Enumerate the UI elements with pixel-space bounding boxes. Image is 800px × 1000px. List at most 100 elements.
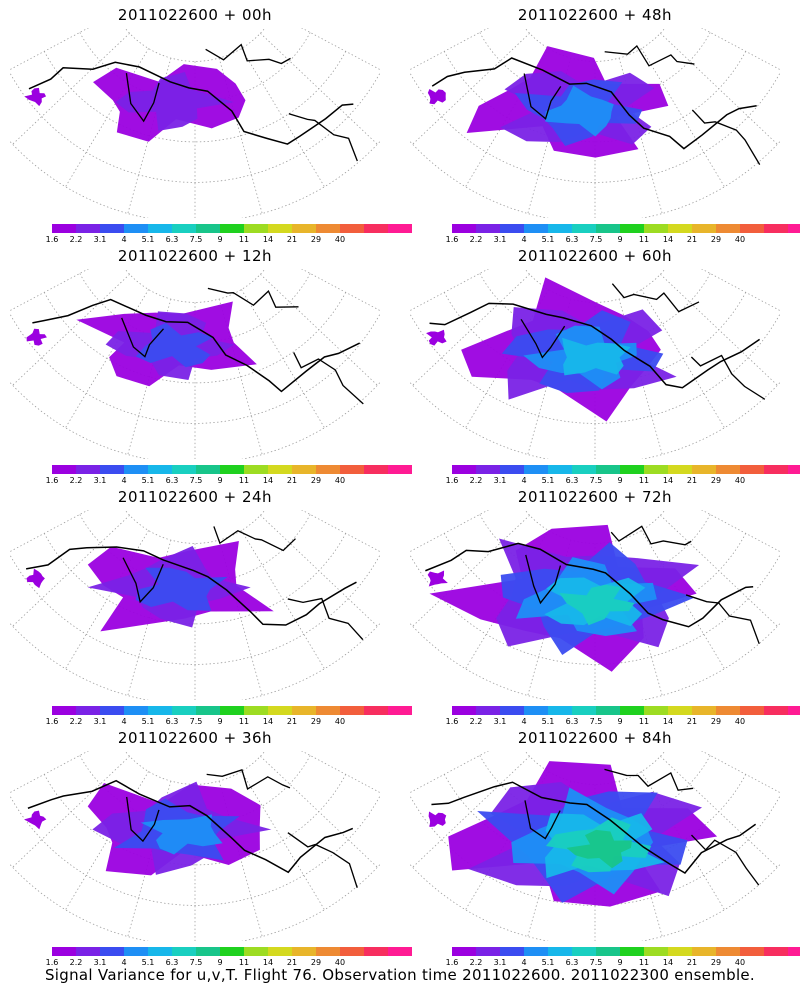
- colorbar-ticks: 1.6 2.2 3.1 4 5.1 6.3 7.5 9 11 14 21 29 40: [46, 476, 364, 486]
- coastline: [28, 61, 354, 145]
- variance-contour-fill: [24, 810, 47, 830]
- colorbar-tick-label: 29: [310, 235, 322, 244]
- meridian-line: [10, 269, 89, 312]
- meridian-line: [301, 269, 380, 312]
- colorbar-tick-label: 11: [238, 476, 250, 485]
- colorbar-tick-label: 7.5: [189, 958, 203, 967]
- latitude-line: [443, 292, 747, 384]
- coastline: [523, 73, 562, 120]
- colorbar-tick-label: 3.1: [493, 717, 507, 726]
- latitude-line: [410, 554, 780, 665]
- colorbar-swatch: [548, 947, 572, 956]
- coastline: [287, 597, 364, 641]
- variance-contour-fill: [545, 85, 614, 137]
- colorbar-swatch: [388, 465, 412, 474]
- colorbar-tick-label: 29: [310, 476, 322, 485]
- colorbar-tick-label: 1.6: [45, 717, 59, 726]
- colorbar: [52, 947, 412, 956]
- meridian-line: [701, 751, 780, 794]
- colorbar-swatch: [52, 706, 76, 715]
- colorbar-swatch: [620, 947, 644, 956]
- colorbar-tick-label: 11: [638, 717, 650, 726]
- colorbar-swatch: [388, 947, 412, 956]
- colorbar-swatch: [100, 706, 124, 715]
- map-panel: 2011022600 + 84h 1.6 2.2 3.1 4 5.1 6.3 7.5 9 11 14…: [400, 723, 800, 967]
- colorbar-ticks: 1.6 2.2 3.1 4 5.1 6.3 7.5 9 11 14 21 29 40: [46, 235, 364, 245]
- colorbar-tick-label: 3.1: [493, 476, 507, 485]
- colorbar-swatch: [172, 706, 196, 715]
- latitude-line: [43, 51, 347, 143]
- colorbar-swatch: [740, 465, 764, 474]
- colorbar-swatch: [364, 224, 388, 233]
- meridian-line: [660, 32, 778, 145]
- colorbar-swatch: [388, 224, 412, 233]
- colorbar-swatch: [740, 224, 764, 233]
- colorbar-swatch: [268, 224, 292, 233]
- colorbar-tick-label: 29: [310, 717, 322, 726]
- colorbar-tick-label: 11: [238, 235, 250, 244]
- meridian-line: [701, 269, 780, 312]
- colorbar-swatch: [596, 947, 620, 956]
- variance-contour-fill: [559, 584, 635, 626]
- colorbar-ticks: 1.6 2.2 3.1 4 5.1 6.3 7.5 9 11 14 21 29 40: [446, 958, 764, 968]
- colorbar-tick-label: 9: [617, 958, 623, 967]
- colorbar-ticks: 1.6 2.2 3.1 4 5.1 6.3 7.5 9 11 14 21 29 40: [46, 717, 364, 727]
- colorbar-swatch: [668, 706, 692, 715]
- coastline: [126, 796, 160, 843]
- meridian-line: [410, 28, 489, 71]
- colorbar-swatch: [548, 706, 572, 715]
- meridian-line: [301, 510, 380, 553]
- colorbar-tick-label: 14: [262, 958, 274, 967]
- colorbar-swatch: [524, 947, 548, 956]
- polar-map: [10, 510, 380, 700]
- colorbar-swatch: [52, 947, 76, 956]
- meridian-line: [701, 28, 780, 71]
- colorbar-tick-label: 40: [734, 717, 746, 726]
- map-panel: 2011022600 + 00h 1.6 2.2 3.1 4 5.1 6.3 7.5 9 11 14…: [0, 0, 412, 244]
- colorbar-tick-label: 14: [662, 717, 674, 726]
- coastline: [524, 800, 561, 840]
- colorbar: [52, 224, 412, 233]
- colorbar-swatch: [596, 706, 620, 715]
- latitude-line: [124, 751, 266, 785]
- colorbar-swatch: [76, 224, 100, 233]
- colorbar-swatch: [572, 465, 596, 474]
- latitude-line: [124, 28, 266, 62]
- variance-contour-fill: [427, 570, 448, 587]
- coastline: [122, 557, 164, 604]
- meridian-line: [412, 755, 530, 868]
- latitude-line: [443, 51, 747, 143]
- colorbar-tick-label: 6.3: [165, 717, 179, 726]
- colorbar-tick-label: 9: [617, 235, 623, 244]
- meridian-line: [260, 32, 378, 145]
- colorbar-swatch: [124, 465, 148, 474]
- latitude-line: [10, 554, 380, 665]
- colorbar-tick-label: 9: [217, 717, 223, 726]
- latitude-line: [10, 72, 380, 183]
- map-panel: 2011022600 + 36h 1.6 2.2 3.1 4 5.1 6.3 7.5 9 11 14…: [0, 723, 412, 967]
- meridian-line: [241, 48, 325, 187]
- colorbar-swatch: [476, 465, 500, 474]
- coastline: [287, 832, 358, 888]
- colorbar-tick-label: 11: [638, 476, 650, 485]
- colorbar-swatch: [788, 224, 800, 233]
- colorbar-swatch: [452, 224, 476, 233]
- polar-map: [10, 269, 380, 459]
- colorbar-swatch: [500, 706, 524, 715]
- meridian-line: [701, 510, 780, 553]
- coastline: [691, 109, 761, 165]
- colorbar-tick-label: 21: [686, 958, 698, 967]
- colorbar-swatch: [124, 947, 148, 956]
- colorbar-swatch: [668, 947, 692, 956]
- colorbar-swatch: [668, 224, 692, 233]
- colorbar-tick-label: 4: [521, 958, 527, 967]
- colorbar-swatch: [100, 224, 124, 233]
- latitude-line: [410, 795, 780, 906]
- colorbar-tick-label: 3.1: [93, 717, 107, 726]
- colorbar-swatch: [196, 706, 220, 715]
- colorbar-tick-label: 5.1: [141, 958, 155, 967]
- meridian-line: [412, 514, 530, 627]
- colorbar-swatch: [268, 706, 292, 715]
- colorbar: [452, 465, 800, 474]
- coastline: [293, 352, 364, 405]
